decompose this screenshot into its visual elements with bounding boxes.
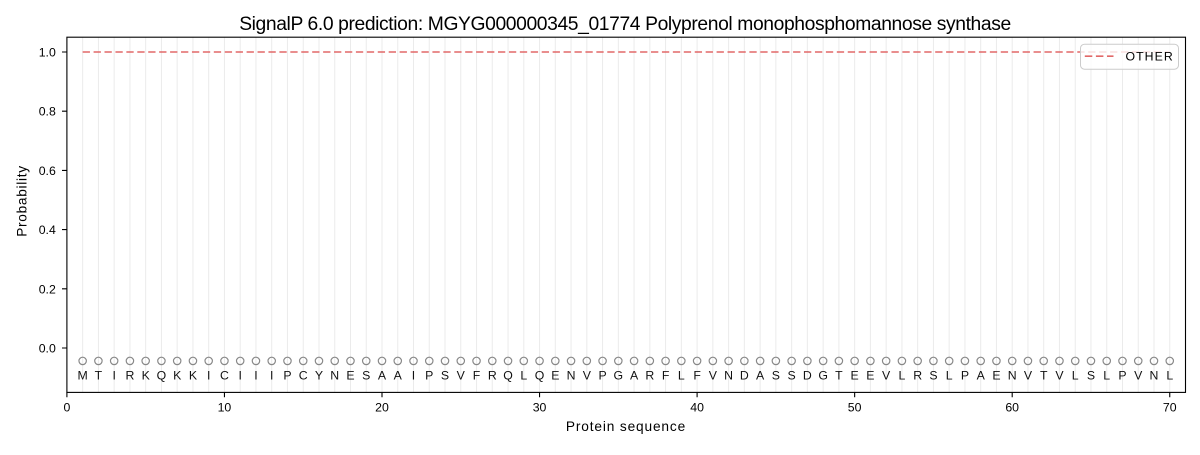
svg-text:E: E <box>866 368 874 382</box>
svg-text:P: P <box>425 368 433 382</box>
svg-text:E: E <box>551 368 559 382</box>
svg-text:Q: Q <box>503 368 513 382</box>
svg-text:G: G <box>614 368 624 382</box>
svg-text:R: R <box>488 368 497 382</box>
svg-text:P: P <box>283 368 291 382</box>
svg-text:D: D <box>803 368 812 382</box>
svg-text:SignalP 6.0 prediction: MGYG00: SignalP 6.0 prediction: MGYG000000345_01… <box>239 14 1011 35</box>
svg-text:F: F <box>473 368 481 382</box>
svg-text:T: T <box>1040 368 1048 382</box>
svg-text:V: V <box>1055 368 1064 382</box>
svg-text:I: I <box>412 368 415 382</box>
svg-text:N: N <box>1008 368 1017 382</box>
svg-text:C: C <box>220 368 229 382</box>
svg-text:S: S <box>788 368 796 382</box>
svg-text:A: A <box>756 368 765 382</box>
svg-text:L: L <box>1072 368 1079 382</box>
svg-text:R: R <box>645 368 654 382</box>
svg-text:S: S <box>362 368 370 382</box>
svg-text:60: 60 <box>1005 401 1019 415</box>
svg-text:E: E <box>851 368 859 382</box>
svg-text:T: T <box>835 368 843 382</box>
svg-text:Y: Y <box>315 368 323 382</box>
svg-text:T: T <box>95 368 103 382</box>
svg-text:S: S <box>772 368 780 382</box>
svg-text:G: G <box>818 368 828 382</box>
svg-text:Q: Q <box>535 368 545 382</box>
svg-text:K: K <box>173 368 182 382</box>
svg-text:I: I <box>238 368 241 382</box>
svg-text:1.0: 1.0 <box>39 46 56 60</box>
svg-text:V: V <box>1134 368 1143 382</box>
svg-text:L: L <box>946 368 953 382</box>
svg-text:S: S <box>929 368 937 382</box>
svg-text:R: R <box>913 368 922 382</box>
svg-text:0: 0 <box>63 401 70 415</box>
svg-text:20: 20 <box>375 401 389 415</box>
svg-text:0.8: 0.8 <box>39 105 56 119</box>
svg-text:N: N <box>330 368 339 382</box>
svg-text:P: P <box>961 368 969 382</box>
svg-text:L: L <box>898 368 905 382</box>
svg-text:L: L <box>678 368 685 382</box>
svg-text:Q: Q <box>157 368 167 382</box>
svg-text:I: I <box>112 368 115 382</box>
svg-text:P: P <box>598 368 606 382</box>
svg-text:OTHER: OTHER <box>1126 49 1174 63</box>
svg-text:L: L <box>520 368 527 382</box>
svg-text:70: 70 <box>1163 401 1177 415</box>
svg-text:Probability: Probability <box>14 165 29 237</box>
svg-text:I: I <box>270 368 273 382</box>
svg-text:50: 50 <box>848 401 862 415</box>
svg-text:A: A <box>394 368 403 382</box>
svg-text:A: A <box>977 368 986 382</box>
svg-text:S: S <box>1087 368 1095 382</box>
svg-text:V: V <box>583 368 592 382</box>
svg-text:L: L <box>1103 368 1110 382</box>
svg-text:N: N <box>567 368 576 382</box>
svg-text:10: 10 <box>218 401 232 415</box>
svg-text:M: M <box>78 368 88 382</box>
svg-text:F: F <box>693 368 701 382</box>
svg-text:A: A <box>378 368 387 382</box>
svg-text:N: N <box>1150 368 1159 382</box>
svg-text:L: L <box>1166 368 1173 382</box>
svg-text:F: F <box>662 368 670 382</box>
svg-text:V: V <box>1024 368 1033 382</box>
svg-text:C: C <box>299 368 308 382</box>
svg-text:K: K <box>189 368 198 382</box>
svg-text:N: N <box>724 368 733 382</box>
svg-text:K: K <box>142 368 151 382</box>
svg-text:Protein sequence: Protein sequence <box>566 419 686 434</box>
svg-text:I: I <box>207 368 210 382</box>
svg-text:V: V <box>882 368 891 382</box>
svg-text:E: E <box>992 368 1000 382</box>
svg-text:0.0: 0.0 <box>39 342 56 356</box>
svg-text:0.6: 0.6 <box>39 164 56 178</box>
svg-text:30: 30 <box>533 401 547 415</box>
svg-text:I: I <box>254 368 257 382</box>
svg-text:D: D <box>740 368 749 382</box>
svg-text:S: S <box>441 368 449 382</box>
svg-text:0.4: 0.4 <box>39 223 56 237</box>
svg-text:E: E <box>346 368 354 382</box>
svg-text:0.2: 0.2 <box>39 282 56 296</box>
svg-text:R: R <box>125 368 134 382</box>
svg-text:V: V <box>457 368 466 382</box>
svg-text:40: 40 <box>690 401 704 415</box>
svg-text:A: A <box>630 368 639 382</box>
svg-text:P: P <box>1118 368 1126 382</box>
svg-text:V: V <box>709 368 718 382</box>
